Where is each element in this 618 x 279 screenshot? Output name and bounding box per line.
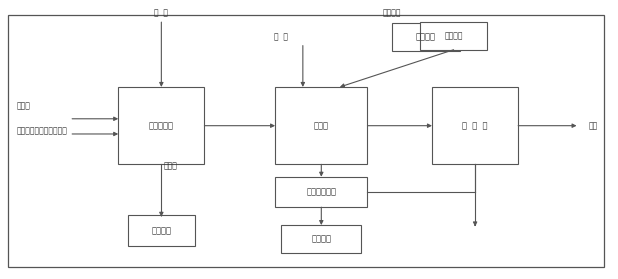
Text: 中和外售: 中和外售 xyxy=(151,226,171,235)
Text: 废盐外售: 废盐外售 xyxy=(416,33,436,42)
Text: 废量外售: 废量外售 xyxy=(311,234,331,244)
Text: 集中沉淀过滤: 集中沉淀过滤 xyxy=(307,187,336,196)
Bar xyxy=(432,87,518,164)
Text: 废盐外售: 废盐外售 xyxy=(383,8,401,17)
Text: 氨  氨: 氨 氨 xyxy=(154,8,168,17)
Text: 精  馏  塔: 精 馏 塔 xyxy=(462,121,488,130)
Bar xyxy=(275,87,368,164)
Text: 废稀氨: 废稀氨 xyxy=(164,161,177,170)
Text: 废盐外售: 废盐外售 xyxy=(444,32,463,40)
Text: 氨化室: 氨化室 xyxy=(314,121,329,130)
Bar xyxy=(420,22,488,50)
Bar xyxy=(127,215,195,246)
Bar xyxy=(281,225,362,253)
Bar xyxy=(275,177,368,207)
Text: 醌化反应室: 醌化反应室 xyxy=(149,121,174,130)
Text: 四甲基二乙烯基二硅氧烷: 四甲基二乙烯基二硅氧烷 xyxy=(17,127,67,136)
Bar xyxy=(118,87,205,164)
Bar xyxy=(392,23,460,51)
Text: 液  氨: 液 氨 xyxy=(274,33,289,42)
Text: 产品: 产品 xyxy=(589,121,598,130)
Text: 石油苯: 石油苯 xyxy=(17,102,31,111)
